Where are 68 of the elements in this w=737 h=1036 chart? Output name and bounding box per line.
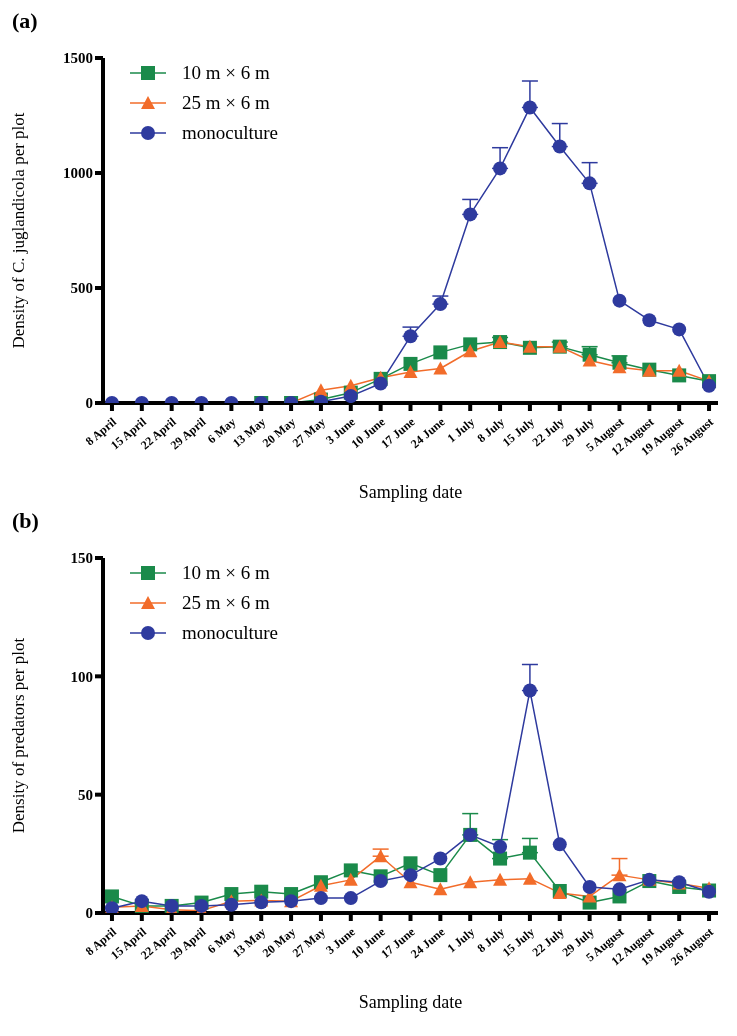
point bbox=[493, 851, 508, 866]
point bbox=[403, 856, 418, 871]
point bbox=[612, 882, 627, 897]
y-tick-label: 0 bbox=[85, 395, 93, 412]
point bbox=[224, 897, 239, 912]
legend-label: 10 m × 6 m bbox=[182, 61, 270, 85]
point bbox=[343, 863, 358, 878]
point bbox=[403, 356, 418, 371]
point bbox=[552, 139, 567, 154]
point bbox=[552, 837, 567, 852]
point bbox=[433, 361, 448, 375]
legend-label: monoculture bbox=[182, 121, 279, 145]
point bbox=[403, 868, 418, 883]
point bbox=[343, 872, 358, 886]
legend-label: monoculture bbox=[182, 621, 279, 645]
y-tick-label: 0 bbox=[85, 905, 93, 922]
point bbox=[612, 360, 627, 374]
y-tick-label: 500 bbox=[70, 280, 93, 297]
point bbox=[373, 849, 388, 863]
point bbox=[612, 293, 627, 308]
point bbox=[493, 872, 508, 886]
point bbox=[672, 363, 687, 377]
legend-label: 10 m × 6 m bbox=[182, 561, 270, 585]
point bbox=[582, 176, 597, 191]
x-tick-label: 1 July bbox=[444, 924, 478, 956]
point bbox=[463, 344, 478, 358]
y-tick-label: 50 bbox=[78, 786, 93, 803]
point bbox=[433, 297, 448, 312]
x-axis-title: Sampling date bbox=[358, 992, 463, 1012]
point bbox=[433, 851, 448, 866]
point bbox=[642, 313, 657, 328]
point bbox=[433, 868, 448, 883]
point bbox=[522, 845, 537, 860]
x-axis-title: Sampling date bbox=[358, 482, 463, 502]
point bbox=[463, 207, 478, 222]
y-tick-label: 1500 bbox=[63, 50, 93, 67]
chart-title: (a) bbox=[11, 8, 39, 35]
point bbox=[403, 329, 418, 344]
point bbox=[313, 891, 328, 906]
point bbox=[493, 839, 508, 854]
point bbox=[522, 871, 537, 885]
point bbox=[433, 345, 448, 360]
point bbox=[522, 683, 537, 698]
point bbox=[612, 868, 627, 882]
x-tick-label: 1 July bbox=[444, 414, 478, 446]
point bbox=[433, 882, 448, 896]
point bbox=[134, 894, 149, 909]
legend-label: 25 m × 6 m bbox=[182, 591, 270, 615]
y-axis-title: Density of C. juglandicola per plot bbox=[9, 112, 29, 349]
point bbox=[104, 889, 119, 904]
point bbox=[672, 322, 687, 337]
point bbox=[373, 874, 388, 889]
point bbox=[343, 389, 358, 403]
chart-title: (b) bbox=[11, 508, 40, 535]
y-tick-label: 1000 bbox=[63, 165, 93, 182]
legend-label: 25 m × 6 m bbox=[182, 91, 270, 115]
point bbox=[463, 875, 478, 889]
point bbox=[582, 879, 597, 894]
point bbox=[582, 353, 597, 367]
y-axis-title: Density of predators per plot bbox=[9, 637, 29, 834]
point bbox=[373, 376, 388, 391]
point bbox=[343, 891, 358, 906]
point bbox=[522, 100, 537, 115]
point bbox=[493, 161, 508, 176]
point bbox=[403, 364, 418, 378]
point bbox=[702, 378, 717, 393]
y-tick-label: 100 bbox=[70, 668, 93, 685]
y-tick-label: 150 bbox=[70, 550, 93, 567]
